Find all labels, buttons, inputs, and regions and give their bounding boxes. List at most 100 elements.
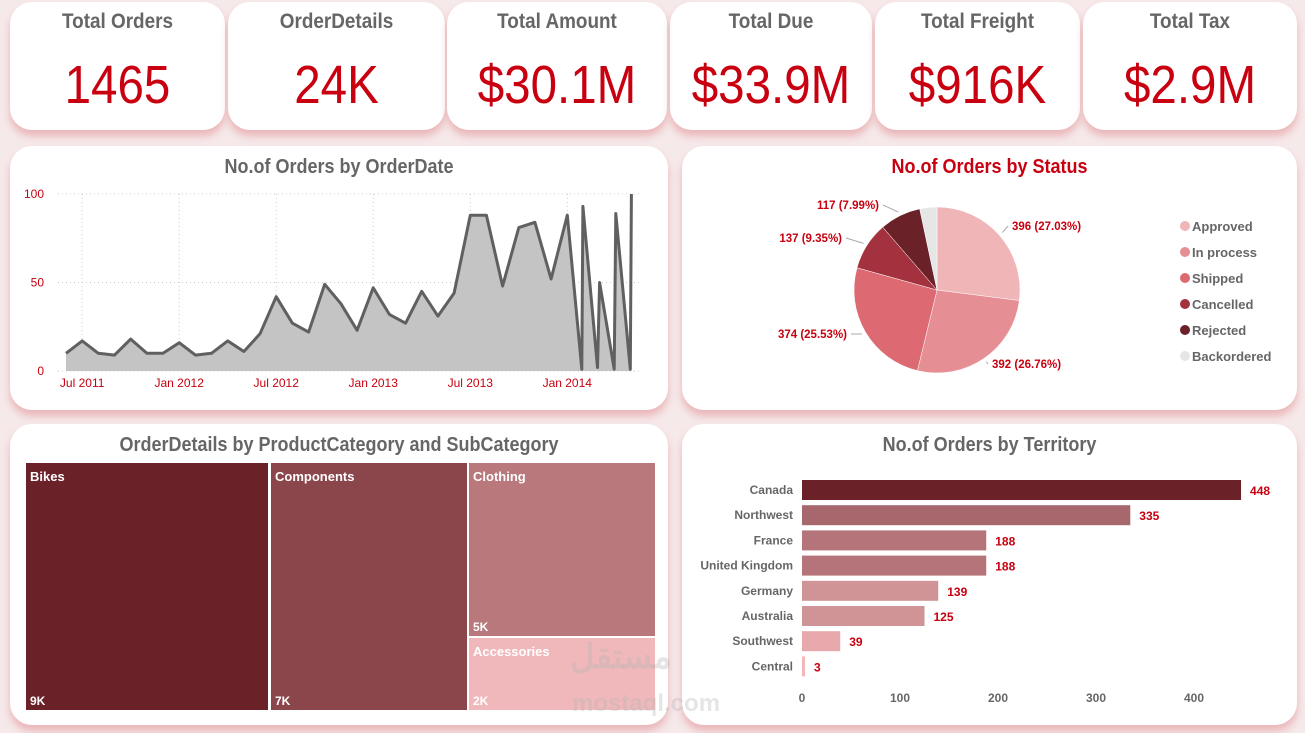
orders-by-date-card: No.of Orders by OrderDate 0 50 100 Jul 2011…	[10, 146, 668, 410]
bar[interactable]	[802, 580, 939, 601]
category-label: France	[754, 533, 794, 547]
data-label: 139	[947, 585, 967, 599]
tile-name: Bikes	[30, 469, 65, 484]
watermark-logo: مستقل	[570, 638, 672, 676]
orders-by-status-chart: 396 (27.03%) Approved 392 (26.76%) In proce…	[778, 200, 1272, 374]
x-tick-label: 400	[1184, 691, 1204, 705]
kpi-value: $916K	[908, 55, 1047, 115]
treemap-tile[interactable]: Clothing 5K	[468, 462, 656, 637]
kpi-value: $2.9M	[1123, 55, 1257, 115]
data-label: 125	[934, 610, 954, 624]
chart-title: No.of Orders by Territory	[882, 434, 1097, 456]
x-tick-label: Jan 2012	[154, 376, 204, 390]
y-tick-label: 100	[24, 187, 44, 201]
leader-line	[1001, 225, 1009, 233]
category-label: Central	[752, 659, 793, 673]
x-tick-label: 0	[799, 691, 806, 705]
chart-title: OrderDetails by ProductCategory and SubC…	[119, 434, 559, 456]
x-tick-label: 100	[890, 691, 910, 705]
x-tick-label: 200	[988, 691, 1008, 705]
category-label: Northwest	[734, 508, 793, 522]
category-label: Canada	[750, 483, 794, 497]
tile-name: Accessories	[473, 644, 550, 659]
slice-label: 392 (26.76%)	[992, 359, 1061, 371]
bar[interactable]	[802, 631, 841, 652]
kpi-card: OrderDetails 24K	[228, 2, 445, 130]
legend-item[interactable]: Cancelled	[1192, 297, 1253, 312]
slice-label: 396 (27.03%)	[1012, 221, 1081, 233]
chart-title: No.of Orders by Status	[891, 156, 1088, 178]
kpi-label: Total Freight	[920, 10, 1035, 33]
legend-marker	[1180, 325, 1190, 335]
tile-value: 9K	[30, 694, 46, 708]
category-label: United Kingdom	[700, 559, 793, 573]
slice-label: 137 (9.35%)	[779, 233, 842, 245]
kpi-value: $33.9M	[691, 55, 851, 115]
kpi-card: Total Amount $30.1M	[447, 2, 667, 130]
kpi-label: OrderDetails	[279, 10, 394, 33]
slice-label: 374 (25.53%)	[778, 329, 847, 341]
kpi-label: Total Amount	[497, 10, 617, 33]
kpi-label: Total Due	[728, 10, 814, 33]
orders-by-territory-card: No.of Orders by Territory Canada 448 North…	[682, 424, 1297, 725]
legend-marker	[1180, 273, 1190, 283]
tile-name: Clothing	[473, 469, 526, 484]
treemap-tile[interactable]: Bikes 9K	[25, 462, 269, 711]
treemap-tile[interactable]: Components 7K	[270, 462, 468, 711]
category-label: Southwest	[732, 634, 793, 648]
x-tick-label: Jul 2011	[60, 376, 105, 390]
x-tick-label: Jul 2012	[254, 376, 300, 390]
orders-by-status-card: No.of Orders by Status 396 (27.03%) Appro…	[682, 146, 1297, 410]
kpi-label: Total Tax	[1149, 10, 1231, 33]
data-label: 448	[1250, 484, 1270, 498]
x-tick-label: 300	[1086, 691, 1106, 705]
pie-slice[interactable]	[919, 206, 938, 291]
bar[interactable]	[802, 480, 1242, 500]
bar[interactable]	[802, 505, 1131, 526]
legend-item[interactable]: Backordered	[1192, 349, 1272, 364]
leader-line	[845, 237, 864, 244]
legend-marker	[1180, 351, 1190, 361]
bar[interactable]	[802, 530, 987, 551]
bar[interactable]	[802, 656, 805, 677]
x-tick-label: Jan 2014	[543, 376, 593, 390]
legend-item[interactable]: Rejected	[1192, 323, 1246, 338]
kpi-card: Total Freight $916K	[875, 2, 1080, 130]
data-label: 188	[995, 534, 1015, 548]
legend-marker	[1180, 299, 1190, 309]
kpi-value: $30.1M	[477, 55, 637, 115]
pie-slice[interactable]	[917, 289, 1020, 374]
tile-value: 7K	[275, 694, 291, 708]
data-label: 39	[849, 635, 863, 649]
data-label: 335	[1139, 509, 1159, 523]
pie-slice[interactable]	[936, 206, 1021, 301]
x-tick-label: Jul 2013	[448, 376, 494, 390]
legend-item[interactable]: Approved	[1192, 219, 1253, 234]
treemap-tile[interactable]: Accessories 2K	[468, 637, 656, 711]
kpi-value: 24K	[294, 55, 379, 115]
orderdetails-treemap-card: OrderDetails by ProductCategory and SubC…	[10, 424, 668, 725]
slice-label: 117 (7.99%)	[817, 200, 879, 212]
area-fill	[66, 194, 632, 371]
pie-slice[interactable]	[853, 267, 938, 371]
x-tick-label: Jan 2013	[349, 376, 399, 390]
legend-item[interactable]: In process	[1192, 245, 1257, 260]
kpi-card: Total Due $33.9M	[670, 2, 872, 130]
legend-item[interactable]: Shipped	[1192, 271, 1243, 286]
bar[interactable]	[802, 555, 987, 576]
chart-title: No.of Orders by OrderDate	[224, 156, 454, 178]
orders-by-date-chart: 0 50 100 Jul 2011 Jan 2012 Jul 2012 Jan 2013 Ju…	[24, 187, 642, 390]
orders-by-territory-chart: Canada 448 Northwest 335 France 188 United Kin…	[700, 480, 1270, 705]
bar[interactable]	[802, 606, 925, 626]
data-label: 188	[995, 560, 1015, 574]
kpi-card: Total Orders 1465	[10, 2, 225, 130]
series-line	[65, 193, 633, 371]
leader-line	[985, 361, 989, 365]
kpi-label: Total Orders	[62, 10, 173, 33]
tile-value: 2K	[473, 694, 489, 708]
category-label: Australia	[742, 609, 794, 623]
y-tick-label: 50	[31, 276, 45, 290]
y-tick-label: 0	[37, 364, 44, 378]
tile-value: 5K	[473, 620, 489, 634]
legend-marker	[1180, 221, 1190, 231]
